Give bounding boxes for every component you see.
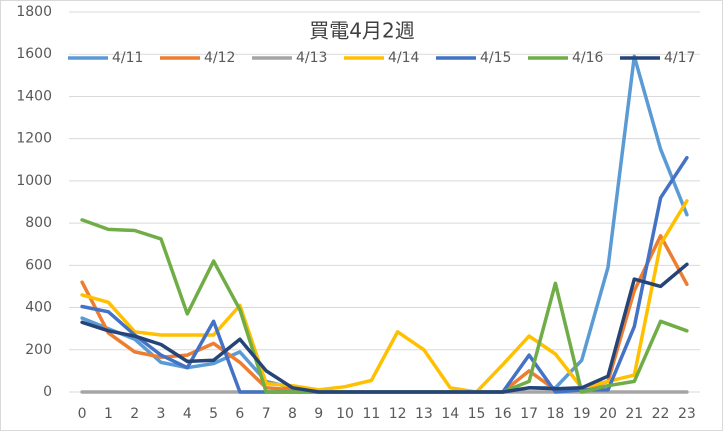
y-tick-label: 400 <box>25 300 52 316</box>
x-tick-label: 15 <box>468 406 486 422</box>
legend-label: 4/15 <box>480 50 511 66</box>
x-tick-label: 0 <box>78 406 87 422</box>
x-tick-label: 22 <box>652 406 670 422</box>
legend-label: 4/13 <box>296 50 327 66</box>
x-tick-label: 3 <box>157 406 166 422</box>
series-line <box>80 262 689 394</box>
x-tick-label: 13 <box>415 406 433 422</box>
x-tick-label: 20 <box>599 406 617 422</box>
y-tick-label: 0 <box>43 384 52 400</box>
y-tick-label: 800 <box>25 215 52 231</box>
x-tick-label: 6 <box>235 406 244 422</box>
x-tick-label: 4 <box>183 406 192 422</box>
x-tick-label: 18 <box>546 406 564 422</box>
chart-title: 買電4月2週 <box>309 19 414 43</box>
x-tick-label: 14 <box>441 406 459 422</box>
x-tick-label: 9 <box>314 406 323 422</box>
legend-label: 4/11 <box>112 50 143 66</box>
y-tick-label: 200 <box>25 342 52 358</box>
x-tick-label: 2 <box>130 406 139 422</box>
x-tick-label: 16 <box>494 406 512 422</box>
x-tick-label: 11 <box>362 406 380 422</box>
x-tick-label: 8 <box>288 406 297 422</box>
y-tick-label: 1400 <box>16 88 52 104</box>
x-tick-label: 5 <box>209 406 218 422</box>
y-tick-label: 1600 <box>16 46 52 62</box>
y-tick-label: 600 <box>25 257 52 273</box>
y-tick-label: 1000 <box>16 173 52 189</box>
x-tick-label: 23 <box>678 406 696 422</box>
x-tick-label: 19 <box>573 406 591 422</box>
legend-label: 4/12 <box>204 50 235 66</box>
legend-label: 4/16 <box>572 50 604 66</box>
x-tick-label: 17 <box>520 406 538 422</box>
x-tick-label: 7 <box>262 406 271 422</box>
y-tick-label: 1800 <box>16 4 52 20</box>
legend-label: 4/14 <box>388 50 420 66</box>
x-tick-label: 21 <box>625 406 643 422</box>
legend-label: 4/17 <box>664 50 695 66</box>
x-tick-label: 1 <box>104 406 113 422</box>
x-tick-label: 10 <box>336 406 354 422</box>
y-tick-label: 1200 <box>16 131 52 147</box>
x-tick-label: 12 <box>389 406 407 422</box>
